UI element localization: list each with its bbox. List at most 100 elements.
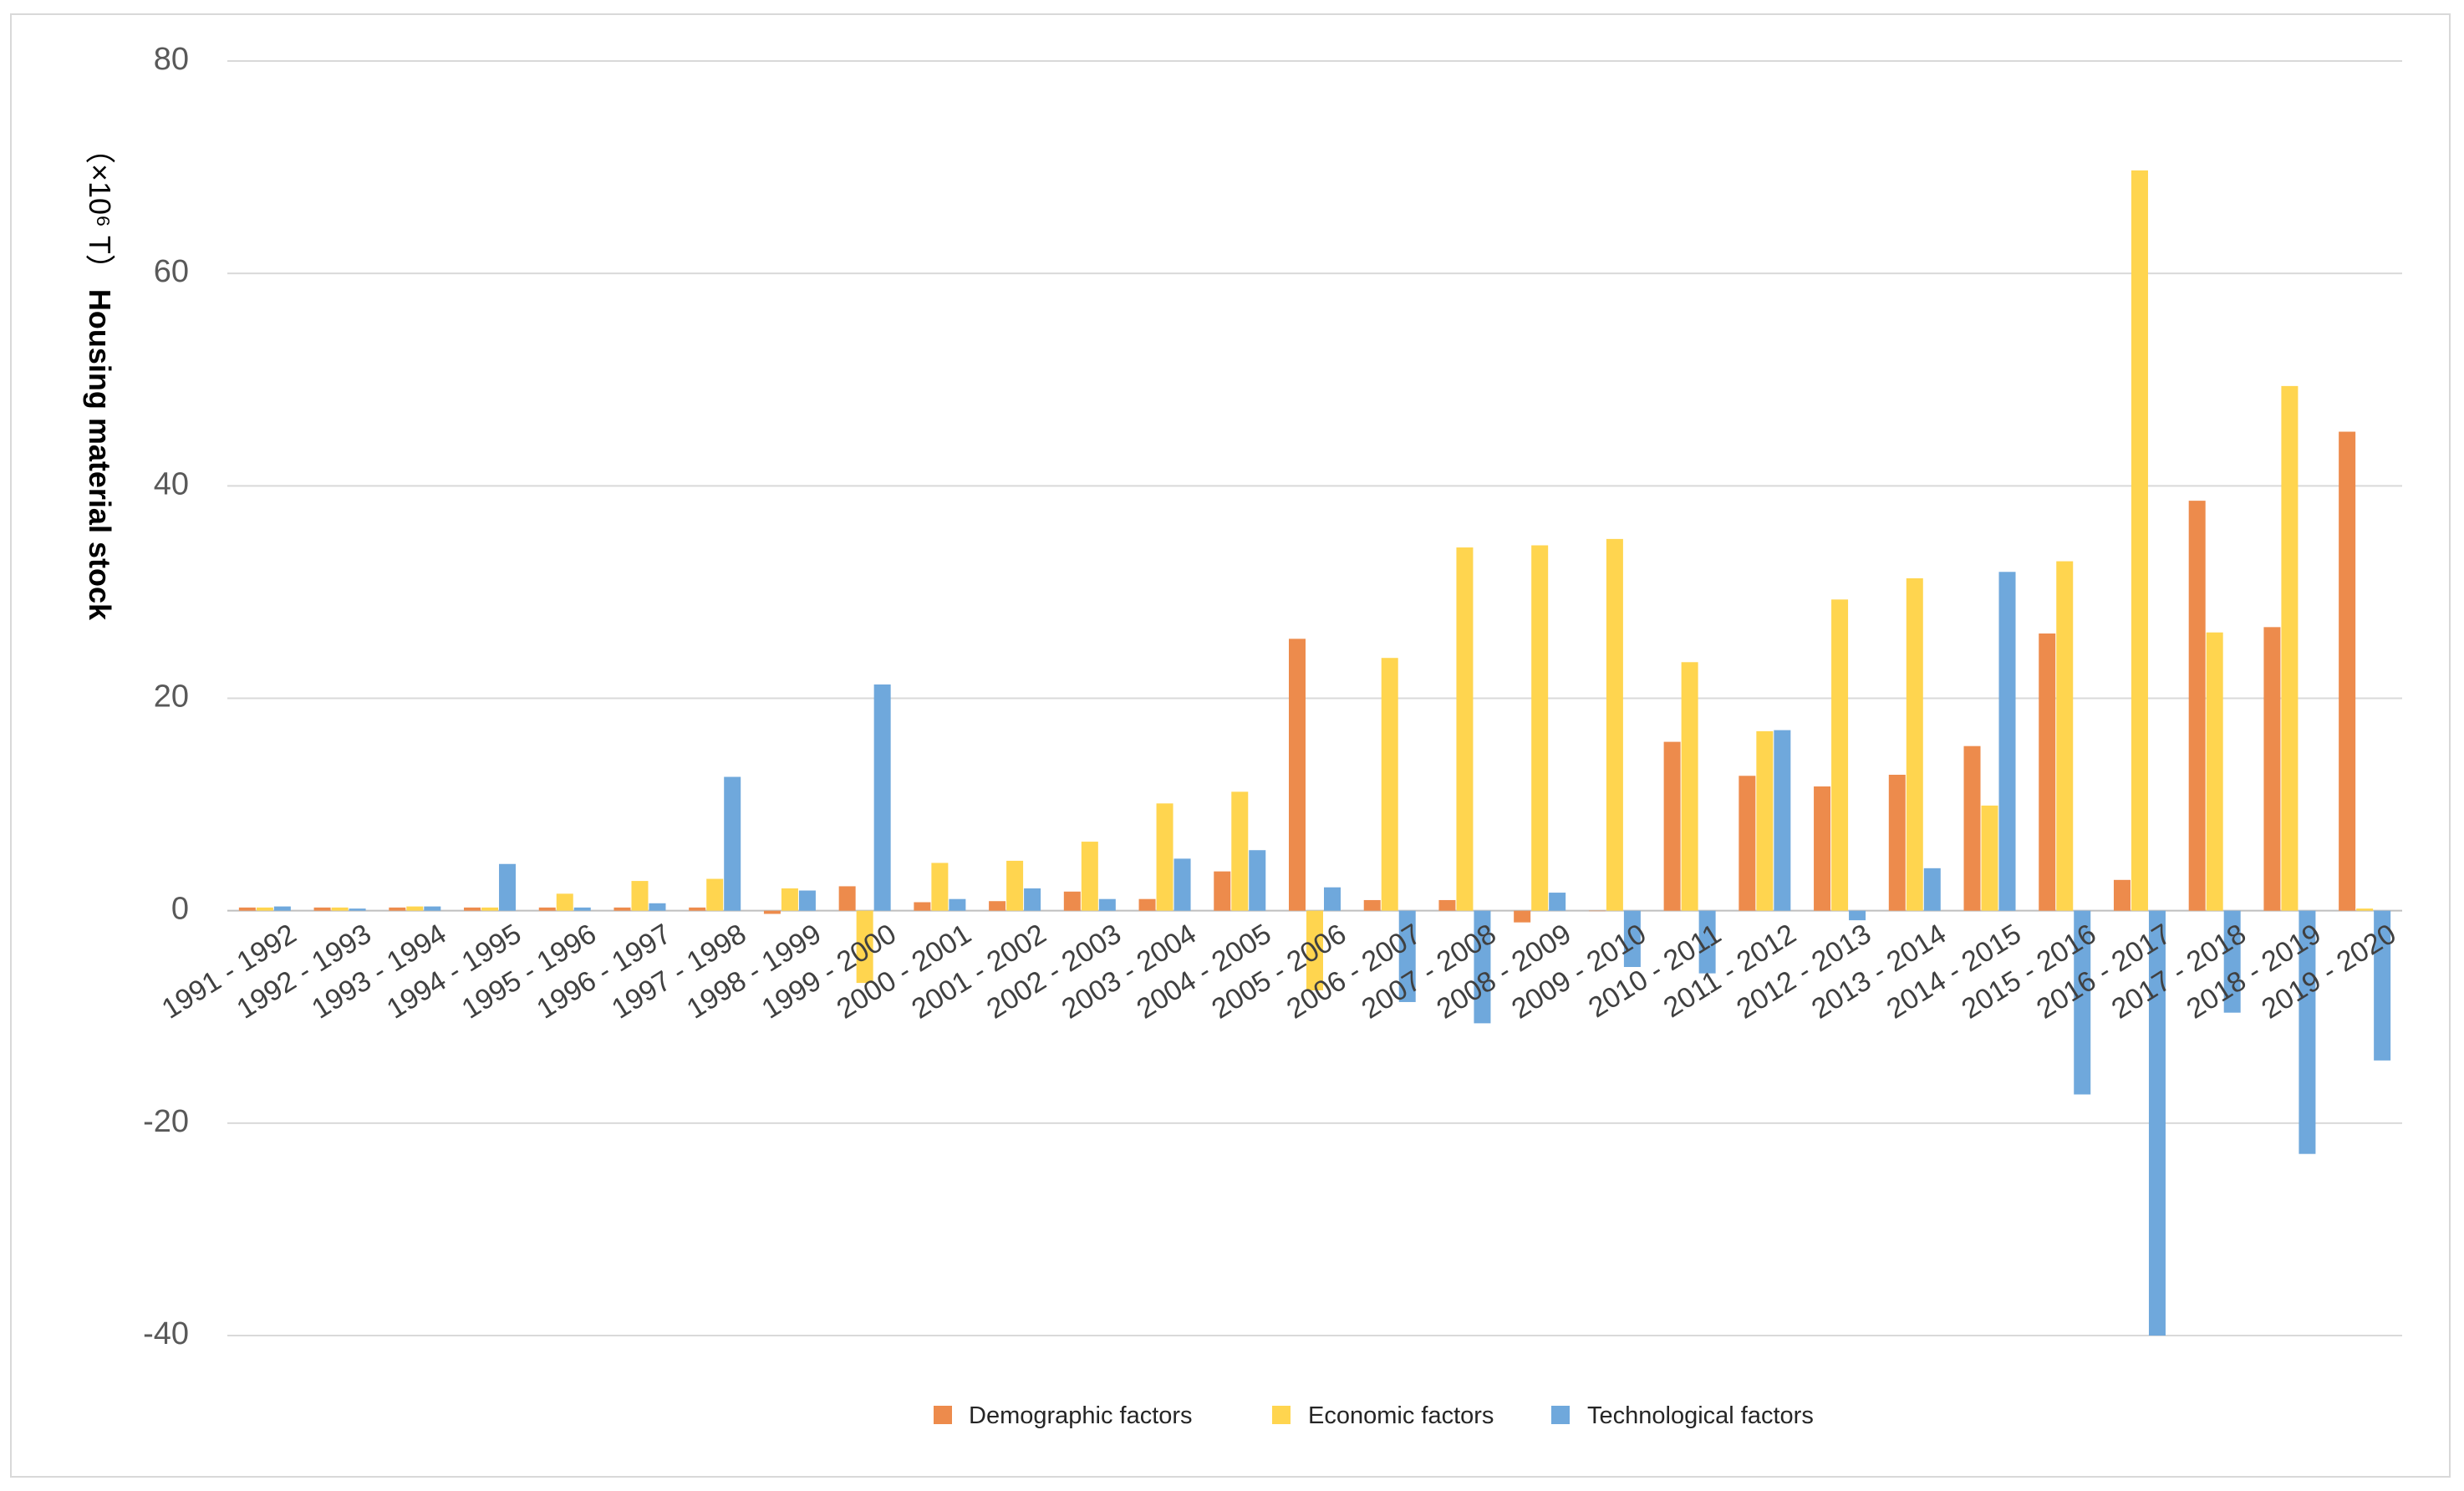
bar-demographic	[838, 886, 856, 911]
bar-economic	[481, 907, 499, 911]
y-tick-label: -40	[143, 1316, 189, 1351]
bar-technological	[1549, 893, 1566, 911]
bar-technological	[1249, 850, 1266, 911]
bar-economic	[856, 910, 873, 984]
bar-technological	[273, 906, 291, 911]
svg-text:（×10⁶ T）Housing material stock: （×10⁶ T） Housing material stock	[83, 134, 117, 621]
bar-economic	[2056, 561, 2074, 911]
legend-swatch-demographic	[934, 1406, 952, 1424]
bar-technological	[2148, 910, 2166, 1336]
bar-technological	[1098, 898, 1116, 911]
y-axis-unit: （×10⁶ T）	[83, 134, 117, 284]
bar-demographic	[1514, 910, 1531, 923]
bar-economic	[1156, 803, 1173, 911]
y-tick-label: 20	[154, 679, 189, 715]
bar-demographic	[763, 910, 781, 914]
bar-economic	[2281, 385, 2299, 911]
y-axis-label: Housing material stock	[83, 289, 117, 621]
y-axis-title: （×10⁶ T） Housing material stock	[83, 134, 117, 621]
legend: Demographic factors Economic factors Tec…	[934, 1402, 1814, 1429]
bar-technological	[1173, 858, 1191, 911]
bar-technological	[499, 863, 517, 911]
bars	[238, 170, 2391, 1336]
y-axis-ticks: -40 -20 0 20 40 60 80	[143, 42, 189, 1351]
bar-technological	[949, 898, 966, 911]
bar-economic	[556, 893, 573, 911]
bar-economic	[706, 878, 724, 911]
bar-economic	[1906, 578, 1923, 911]
bar-demographic	[2188, 501, 2206, 911]
bar-technological	[649, 903, 666, 911]
bar-demographic	[1588, 910, 1606, 912]
bar-economic	[1606, 538, 1623, 911]
bar-technological	[724, 776, 741, 911]
bar-technological	[2374, 910, 2391, 1061]
bar-demographic	[1214, 871, 1231, 911]
bar-demographic	[1963, 746, 1981, 911]
bar-technological	[1774, 730, 1791, 911]
bar-technological	[2074, 910, 2091, 1095]
bar-technological	[1698, 910, 1716, 974]
bar-demographic	[1063, 891, 1081, 911]
bar-demographic	[238, 907, 256, 911]
bar-economic	[256, 907, 273, 911]
bar-technological	[1398, 910, 1416, 1002]
bar-technological	[1849, 910, 1866, 921]
chart-frame: -40 -20 0 20 40 60 80 1991 - 1992 1992 - 1993 19…	[10, 13, 2451, 1478]
bar-economic	[931, 863, 949, 911]
bar-demographic	[1363, 899, 1381, 911]
bar-demographic	[2339, 431, 2356, 911]
bar-technological	[1623, 910, 1641, 968]
bar-demographic	[389, 907, 406, 911]
bar-demographic	[2039, 633, 2056, 911]
bar-demographic	[2113, 879, 2131, 911]
bar-economic	[1981, 805, 1998, 911]
bar-technological	[2223, 910, 2241, 1013]
y-tick-label: 0	[171, 892, 189, 927]
bar-economic	[1831, 599, 1849, 911]
bar-demographic	[2263, 627, 2281, 911]
bar-demographic	[1739, 776, 1756, 911]
bar-technological	[1324, 887, 1341, 911]
bar-demographic	[464, 907, 481, 911]
y-tick-label: 80	[154, 42, 189, 77]
bar-technological	[349, 908, 366, 911]
bar-economic	[1456, 547, 1474, 911]
bar-economic	[2356, 908, 2374, 911]
bar-economic	[1306, 910, 1323, 990]
bar-economic	[631, 881, 649, 911]
bar-demographic	[1663, 741, 1681, 911]
bar-demographic	[689, 907, 706, 911]
y-tick-label: 60	[154, 254, 189, 289]
bar-demographic	[989, 901, 1006, 911]
bar-technological	[1923, 868, 1941, 911]
bar-technological	[424, 906, 441, 911]
bar-technological	[1024, 888, 1041, 911]
bar-demographic	[1888, 775, 1906, 911]
bar-economic	[781, 888, 798, 911]
bar-technological	[798, 890, 816, 911]
bar-economic	[1231, 791, 1249, 911]
bar-economic	[331, 907, 349, 911]
legend-swatch-technological	[1551, 1406, 1570, 1424]
y-tick-label: 40	[154, 466, 189, 501]
bar-economic	[2131, 170, 2148, 911]
legend-label-technological: Technological factors	[1587, 1402, 1814, 1429]
bar-economic	[1381, 658, 1398, 911]
bar-technological	[873, 684, 891, 911]
bar-technological	[1998, 572, 2016, 911]
bar-economic	[1006, 860, 1024, 911]
bar-economic	[1531, 545, 1549, 911]
bar-demographic	[613, 907, 631, 911]
bar-technological	[2299, 910, 2316, 1154]
bar-technological	[1474, 910, 1491, 1024]
bar-technological	[573, 907, 591, 911]
bar-demographic	[914, 902, 931, 911]
bar-demographic	[1814, 786, 1831, 911]
bar-economic	[2206, 632, 2223, 911]
y-tick-label: -20	[143, 1104, 189, 1139]
legend-label-economic: Economic factors	[1308, 1402, 1494, 1429]
legend-swatch-economic	[1272, 1406, 1291, 1424]
